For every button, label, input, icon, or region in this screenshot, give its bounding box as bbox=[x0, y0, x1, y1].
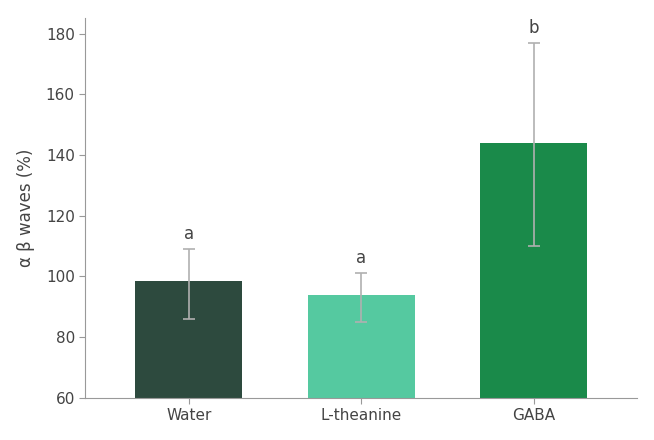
Text: a: a bbox=[356, 249, 366, 268]
Bar bbox=[135, 281, 242, 398]
Bar bbox=[308, 295, 415, 398]
Bar bbox=[480, 143, 587, 398]
Y-axis label: α β waves (%): α β waves (%) bbox=[16, 149, 35, 268]
Text: a: a bbox=[184, 225, 194, 243]
Text: b: b bbox=[528, 18, 539, 37]
